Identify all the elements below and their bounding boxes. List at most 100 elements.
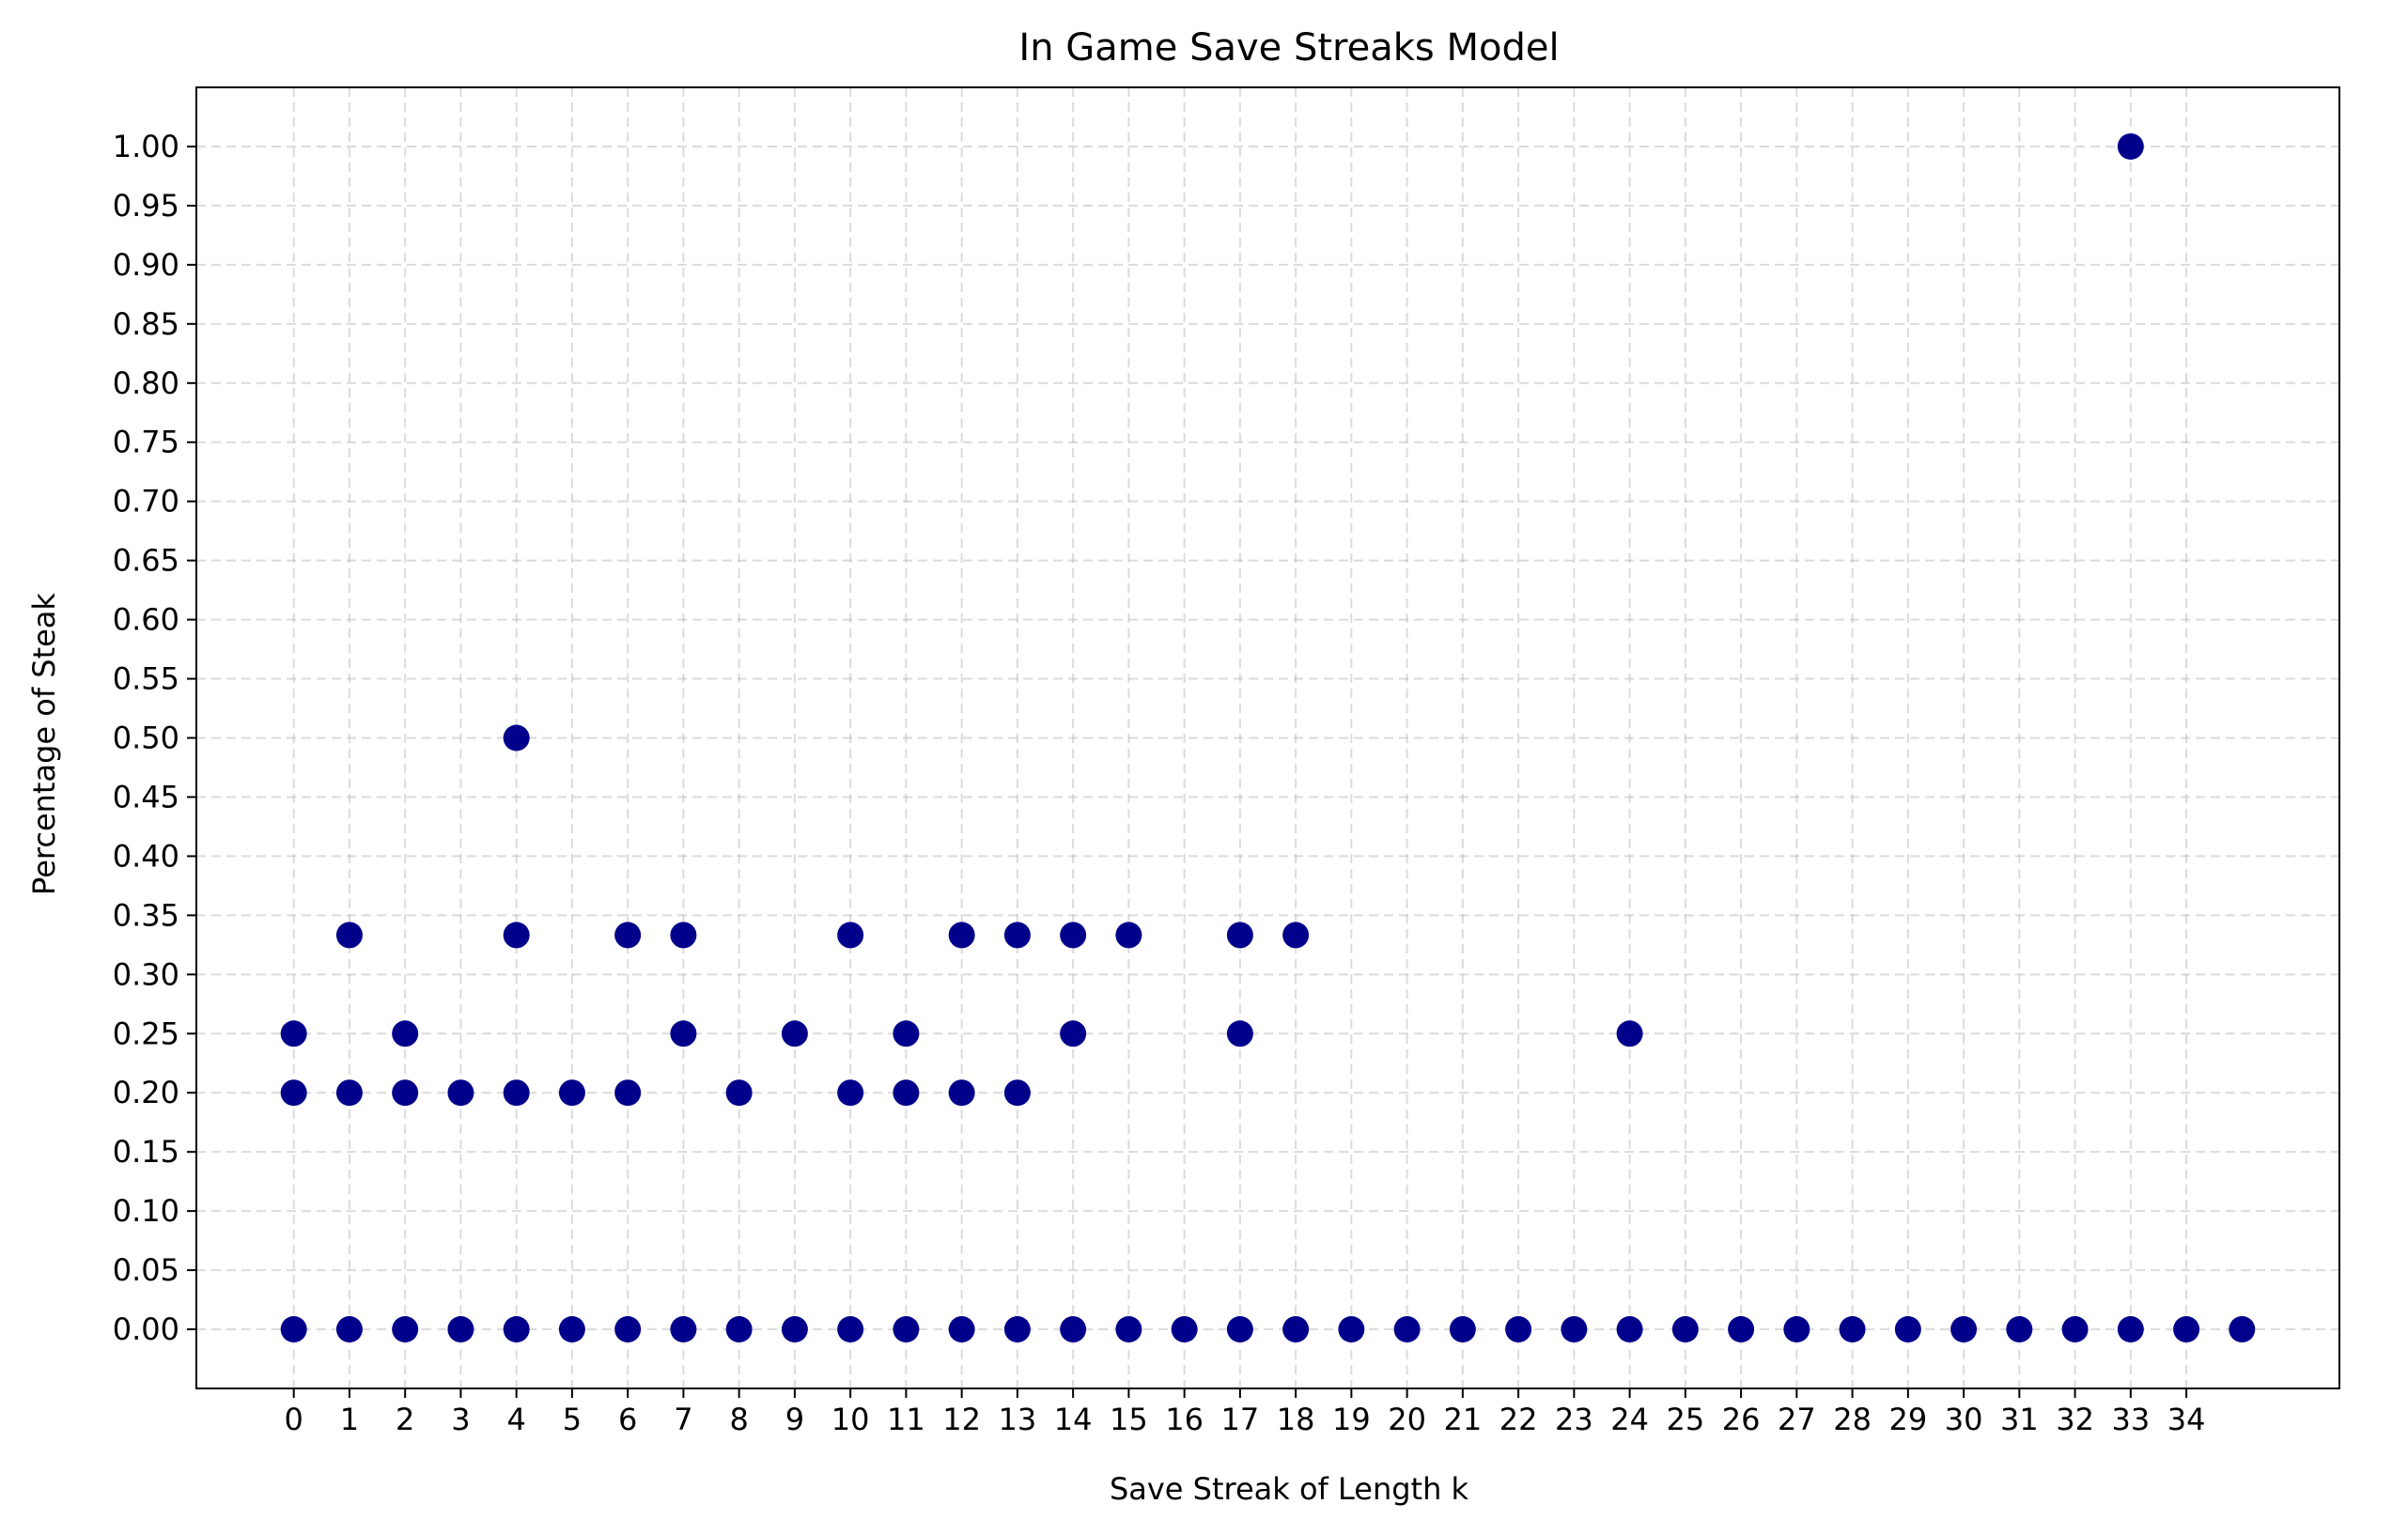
data-point xyxy=(1226,1316,1253,1343)
y-tick-label: 0.95 xyxy=(113,188,179,224)
data-point xyxy=(503,1079,530,1107)
data-point xyxy=(335,1316,363,1343)
data-point xyxy=(1393,1316,1421,1343)
data-point xyxy=(614,1316,642,1343)
data-point xyxy=(2229,1316,2256,1343)
x-tick-label: 21 xyxy=(1444,1402,1483,1437)
data-point xyxy=(1282,1316,1310,1343)
data-point xyxy=(1338,1316,1365,1343)
data-points xyxy=(280,132,2256,1343)
data-point xyxy=(335,922,363,949)
y-tick-label: 0.35 xyxy=(113,897,179,933)
x-tick-label: 12 xyxy=(942,1402,981,1437)
data-point xyxy=(670,922,697,949)
x-axis-title: Save Streak of Length k xyxy=(1110,1471,1469,1507)
y-tick-label: 1.00 xyxy=(113,129,179,164)
data-point xyxy=(2173,1316,2200,1343)
data-point xyxy=(1894,1316,1921,1343)
y-tick-label: 0.20 xyxy=(113,1075,179,1110)
x-tick-label: 16 xyxy=(1165,1402,1204,1437)
x-tick-label: 33 xyxy=(2111,1402,2150,1437)
x-tick-label: 15 xyxy=(1110,1402,1148,1437)
data-point xyxy=(2061,1316,2089,1343)
data-point xyxy=(447,1316,474,1343)
x-tick-label: 29 xyxy=(1888,1402,1927,1437)
y-tick-label: 0.50 xyxy=(113,721,179,756)
data-point xyxy=(837,922,864,949)
y-tick-label: 0.70 xyxy=(113,484,179,519)
y-tick-label: 0.80 xyxy=(113,365,179,401)
data-point xyxy=(392,1020,419,1047)
data-point xyxy=(503,922,530,949)
y-axis-title: Percentage of Steak xyxy=(26,593,62,895)
data-point xyxy=(1561,1316,1588,1343)
y-tick-label: 0.90 xyxy=(113,247,179,283)
data-point xyxy=(948,1316,975,1343)
data-point xyxy=(1003,1316,1031,1343)
x-tick-label: 0 xyxy=(285,1402,303,1437)
x-axis-ticks: 0 1 2 3 4 5 6 7 8 9 10 11 12 13 14 15 16 17 18 19 20 21 22 23 24… xyxy=(285,1388,2206,1437)
data-point xyxy=(1171,1316,1198,1343)
data-point xyxy=(781,1020,808,1047)
data-point xyxy=(1115,1316,1142,1343)
data-point xyxy=(503,724,530,752)
data-point xyxy=(1003,922,1031,949)
y-tick-label: 0.25 xyxy=(113,1016,179,1051)
x-tick-label: 13 xyxy=(999,1402,1037,1437)
data-point xyxy=(1783,1316,1810,1343)
data-point xyxy=(1282,922,1310,949)
x-tick-label: 4 xyxy=(506,1402,525,1437)
data-point xyxy=(893,1079,920,1107)
x-tick-label: 27 xyxy=(1778,1402,1816,1437)
y-tick-label: 0.30 xyxy=(113,956,179,992)
x-tick-label: 30 xyxy=(1945,1402,1983,1437)
x-tick-label: 34 xyxy=(2167,1402,2206,1437)
x-tick-label: 20 xyxy=(1388,1402,1426,1437)
y-tick-label: 0.40 xyxy=(113,838,179,874)
data-point xyxy=(2117,1316,2144,1343)
data-point xyxy=(1616,1316,1643,1343)
y-tick-label: 0.85 xyxy=(113,306,179,342)
data-point xyxy=(1003,1079,1031,1107)
x-tick-label: 17 xyxy=(1221,1402,1260,1437)
data-point xyxy=(558,1079,585,1107)
data-point xyxy=(447,1079,474,1107)
y-axis-ticks: 0.00 0.05 0.10 0.15 0.20 0.25 0.30 0.35 0.40 0.45… xyxy=(113,129,196,1347)
x-tick-label: 9 xyxy=(785,1402,804,1437)
data-point xyxy=(948,922,975,949)
y-tick-label: 0.10 xyxy=(113,1193,179,1229)
data-point xyxy=(503,1316,530,1343)
data-point xyxy=(558,1316,585,1343)
x-tick-label: 32 xyxy=(2056,1402,2094,1437)
x-tick-label: 26 xyxy=(1722,1402,1761,1437)
x-tick-label: 18 xyxy=(1277,1402,1315,1437)
y-tick-label: 0.15 xyxy=(113,1134,179,1170)
data-point xyxy=(837,1079,864,1107)
data-point xyxy=(1505,1316,1532,1343)
data-point xyxy=(1671,1316,1699,1343)
data-point xyxy=(725,1316,753,1343)
data-point xyxy=(335,1079,363,1107)
x-tick-label: 25 xyxy=(1666,1402,1704,1437)
y-tick-label: 0.05 xyxy=(113,1252,179,1288)
data-point xyxy=(280,1079,307,1107)
data-point xyxy=(893,1020,920,1047)
x-tick-label: 28 xyxy=(1833,1402,1872,1437)
x-tick-label: 5 xyxy=(563,1402,582,1437)
data-point xyxy=(392,1079,419,1107)
data-point xyxy=(1449,1316,1476,1343)
x-tick-label: 3 xyxy=(451,1402,470,1437)
y-tick-label: 0.60 xyxy=(113,602,179,638)
x-tick-label: 19 xyxy=(1332,1402,1371,1437)
x-tick-label: 31 xyxy=(2000,1402,2039,1437)
data-point xyxy=(670,1316,697,1343)
data-point xyxy=(725,1079,753,1107)
y-tick-label: 0.00 xyxy=(113,1311,179,1347)
data-point xyxy=(893,1316,920,1343)
data-point xyxy=(1115,922,1142,949)
y-tick-label: 0.65 xyxy=(113,543,179,579)
data-point xyxy=(837,1316,864,1343)
y-tick-label: 0.45 xyxy=(113,779,179,814)
